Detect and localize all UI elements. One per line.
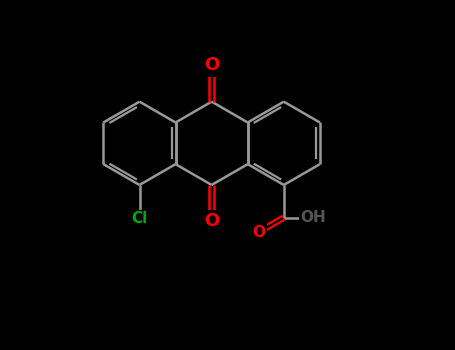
- Text: OH: OH: [300, 210, 326, 225]
- Text: Cl: Cl: [131, 211, 147, 226]
- Text: O: O: [204, 56, 219, 75]
- Text: O: O: [204, 212, 219, 230]
- Text: O: O: [252, 225, 265, 240]
